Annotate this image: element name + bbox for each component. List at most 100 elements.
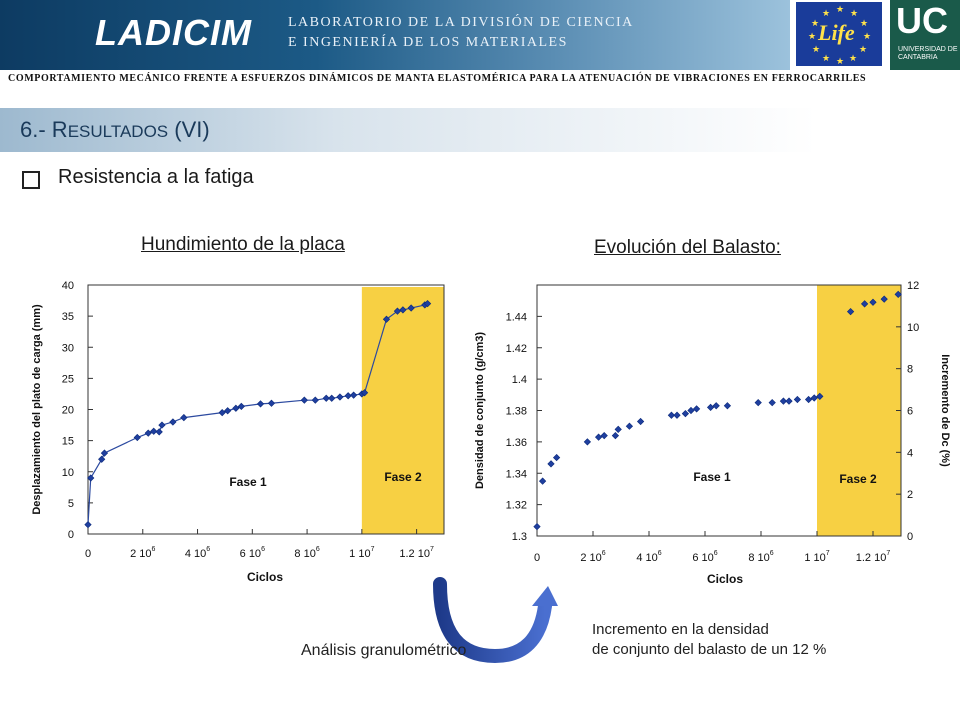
chart2-data-point (547, 460, 555, 468)
chart2-y2tick-label: 12 (907, 280, 919, 292)
chart1-data-point (322, 394, 330, 402)
chart2-data-point (681, 410, 690, 418)
chart2-data-point (625, 422, 634, 430)
chart2-data-point (614, 425, 622, 433)
chart1-data-point (84, 521, 92, 529)
chart1-ytick-label: 20 (62, 405, 74, 417)
chart1-data-point (144, 429, 152, 437)
chart2-y2tick-label: 0 (907, 531, 913, 543)
chart2-y2tick-label: 10 (907, 322, 919, 334)
chart2-data-point (723, 402, 732, 410)
chart1-ytick-label: 10 (62, 467, 74, 479)
chart2-data-point (636, 417, 645, 426)
chart2-ytick-label: 1.32 (506, 500, 527, 512)
chart2-data-point (667, 411, 676, 419)
chart2-fase2-label: Fase 2 (839, 472, 877, 486)
chart1-ytick-label: 25 (62, 373, 74, 385)
chart2-data-point (880, 295, 888, 303)
chart1-data-point (180, 413, 188, 422)
svg-text:★: ★ (859, 44, 867, 54)
chart2-data-point (754, 399, 762, 407)
chart1-data-point (133, 433, 141, 442)
chart1-data-point (360, 389, 369, 397)
chart2-xtick-label: 1.2 107 (856, 550, 891, 564)
note-granulometric: Análisis granulométrico (301, 642, 467, 659)
chart2-ytick-label: 1.36 (506, 437, 527, 449)
chart2-data-point (779, 397, 788, 405)
chart1-data-point (423, 300, 432, 308)
chart1-hundimiento: 0 5 10 15 20 25 30 35 40 0 2 106 4 106 6 106 8 106 1 1… (31, 280, 445, 584)
lab-name-line1: LABORATORIO DE LA DIVISIÓN DE CIENCIA (288, 15, 634, 30)
chart2-data-point (594, 433, 603, 441)
chart1-xtick-label: 8 106 (294, 546, 319, 560)
chart2-ylabel: Densidad de conjunto (g/cm3) (475, 332, 486, 489)
chart1-data-point (399, 306, 407, 314)
chart1-data-point (300, 396, 308, 404)
chart2-data-point (785, 397, 793, 405)
chart2-data-point (860, 300, 869, 308)
ladicim-logo: LADICIM (95, 12, 252, 53)
chart1-data-point (407, 304, 415, 312)
chart1-ytick-label: 35 (62, 311, 74, 323)
chart2-xtick-label: 4 106 (636, 550, 661, 564)
chart1-fase2-label: Fase 2 (384, 470, 422, 484)
chart1-xlabel: Ciclos (247, 570, 283, 584)
svg-text:★: ★ (849, 53, 857, 63)
svg-text:★: ★ (836, 4, 844, 14)
header-banner: LADICIM LABORATORIO DE LA DIVISIÓN DE CI… (0, 0, 790, 70)
chart1-xtick-label: 0 (85, 548, 91, 560)
chart2-data-point (600, 431, 608, 440)
chart1-fase2-region (361, 287, 444, 534)
chart1-data-point (98, 455, 106, 463)
chart2-xlabel: Ciclos (707, 572, 743, 586)
chart1-ytick-label: 30 (62, 342, 74, 354)
chart2-ytick-label: 1.34 (506, 468, 527, 480)
chart2-data-point (846, 308, 855, 316)
chart2-data-point (768, 399, 776, 407)
chart2-data-point (712, 402, 720, 410)
svg-text:★: ★ (812, 44, 820, 54)
svg-text:★: ★ (850, 8, 858, 18)
section-title-bar (0, 108, 960, 152)
chart1-data-point (169, 418, 177, 426)
uc-logo-subtext: UNIVERSIDAD DE CANTABRIA (898, 46, 958, 61)
chart2-data-point (687, 406, 695, 415)
chart2-y2tick-label: 4 (907, 447, 913, 459)
chart2-data-point (538, 477, 547, 485)
chart1-data-point (328, 394, 336, 402)
svg-text:★: ★ (836, 56, 844, 66)
chart2-data-point (706, 403, 715, 411)
chart1-data-point (100, 449, 109, 457)
chart1-ytick-label: 5 (68, 498, 74, 510)
circular-arrow-icon (433, 577, 558, 664)
chart2-fase1-label: Fase 1 (693, 470, 731, 484)
chart1-title: Hundimiento de la placa (141, 234, 345, 255)
chart2-y2label: Incremento de Dc (%) (939, 354, 951, 467)
presentation-subtitle: COMPORTAMIENTO MECÁNICO FRENTE A ESFUERZ… (8, 73, 867, 84)
uc-logo: UC UNIVERSIDAD DE CANTABRIA (890, 0, 960, 70)
svg-text:★: ★ (822, 8, 830, 18)
chart1-xtick-label: 6 106 (240, 546, 265, 560)
chart2-data-point (583, 438, 592, 446)
svg-text:★: ★ (863, 31, 871, 41)
svg-text:★: ★ (860, 18, 868, 28)
checkbox-bullet-icon (22, 171, 40, 189)
chart1-data-point (350, 391, 358, 399)
chart2-data-point (869, 298, 877, 306)
chart1-data-point (155, 428, 163, 436)
chart1-xtick-label: 1 107 (349, 546, 374, 560)
chart2-xtick-label: 8 106 (748, 550, 773, 564)
chart2-xtick-label: 2 106 (580, 550, 605, 564)
svg-text:★: ★ (811, 18, 819, 28)
bullet-label: Resistencia a la fatiga (58, 166, 254, 188)
chart2-data-point (793, 395, 802, 404)
chart1-data-point (232, 404, 240, 412)
chart2-data-point (810, 394, 818, 402)
chart1-fase1-label: Fase 1 (229, 475, 267, 489)
eu-stars-icon: ★ ★★ ★★★ ★★★ ★★★ (808, 4, 871, 66)
chart1-data-point (256, 400, 265, 408)
chart1-data-point (382, 315, 391, 323)
note-density-line2: de conjunto del balasto de un 12 % (592, 641, 827, 658)
chart2-ytick-label: 1.42 (506, 343, 527, 355)
chart1-ytick-label: 15 (62, 436, 74, 448)
